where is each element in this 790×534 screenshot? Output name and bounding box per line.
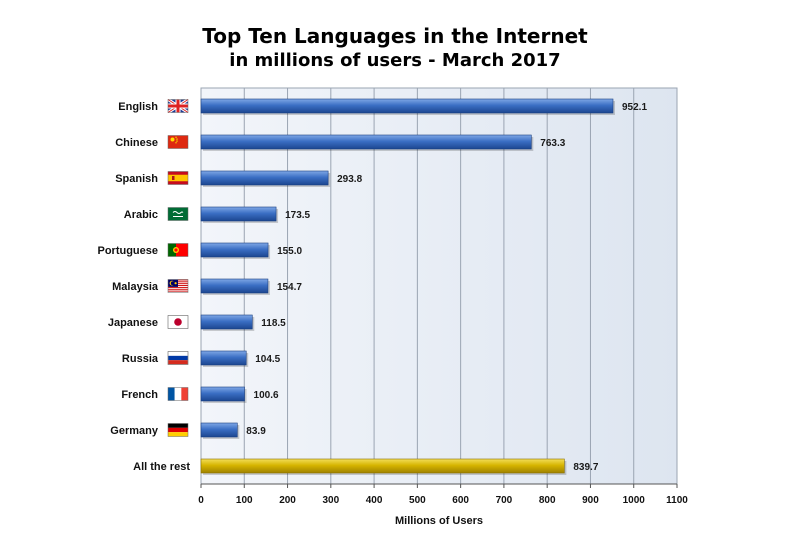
data-label: 104.5 — [255, 354, 280, 365]
spain-flag-icon — [167, 171, 189, 185]
saudi-arabia-flag-icon — [167, 207, 189, 221]
category-label: Spanish — [115, 173, 158, 185]
bar-arabic — [200, 206, 277, 222]
data-label: 100.6 — [254, 390, 279, 401]
bar-all-the-rest — [200, 458, 565, 474]
category-label: All the rest — [133, 461, 190, 473]
data-label: 83.9 — [246, 426, 266, 437]
x-tick-label: 0 — [198, 495, 204, 506]
bar-germany — [200, 422, 238, 438]
china-flag-icon — [167, 135, 189, 149]
x-axis-label: Millions of Users — [395, 515, 483, 527]
data-label: 154.7 — [277, 282, 302, 293]
data-label: 173.5 — [285, 210, 310, 221]
category-label: Portuguese — [97, 245, 158, 257]
data-label: 952.1 — [622, 102, 647, 113]
category-label: Russia — [122, 353, 159, 365]
chart-subtitle: in millions of users - March 2017 — [229, 50, 561, 71]
russia-flag-icon — [167, 351, 189, 365]
category-label: French — [121, 389, 158, 401]
france-flag-icon — [167, 387, 189, 401]
bar-french — [200, 386, 245, 402]
data-label: 155.0 — [277, 246, 302, 257]
x-tick-label: 600 — [452, 495, 469, 506]
x-tick-label: 100 — [236, 495, 253, 506]
x-tick-label: 800 — [539, 495, 556, 506]
category-label: Chinese — [115, 137, 158, 149]
bar-russia — [200, 350, 247, 366]
x-tick-label: 200 — [279, 495, 296, 506]
plot-area — [200, 87, 678, 485]
bar-japanese — [200, 314, 253, 330]
bar-spanish — [200, 170, 329, 186]
x-tick-label: 400 — [366, 495, 383, 506]
bar-chinese — [200, 134, 532, 150]
x-tick-label: 700 — [496, 495, 513, 506]
category-label: English — [118, 101, 158, 113]
portugal-flag-icon — [167, 243, 189, 257]
x-tick-label: 500 — [409, 495, 426, 506]
data-label: 293.8 — [337, 174, 362, 185]
x-tick-label: 1000 — [623, 495, 646, 506]
x-tick-label: 900 — [582, 495, 599, 506]
category-label: Arabic — [124, 209, 158, 221]
category-label: Japanese — [108, 317, 158, 329]
japan-flag-icon — [167, 315, 189, 329]
malaysia-flag-icon — [167, 279, 189, 293]
category-label: Malaysia — [112, 281, 159, 293]
x-tick-label: 1100 — [666, 495, 688, 506]
uk-flag-icon — [167, 98, 189, 114]
data-label: 763.3 — [540, 138, 565, 149]
bar-malaysia — [200, 278, 269, 294]
bar-portuguese — [200, 242, 269, 258]
bar-english — [200, 98, 614, 114]
data-label: 839.7 — [573, 462, 598, 473]
x-tick-label: 300 — [322, 495, 339, 506]
category-label: Germany — [110, 425, 159, 437]
chart-title: Top Ten Languages in the Internet — [202, 24, 588, 48]
germany-flag-icon — [167, 423, 189, 437]
data-label: 118.5 — [261, 318, 286, 329]
